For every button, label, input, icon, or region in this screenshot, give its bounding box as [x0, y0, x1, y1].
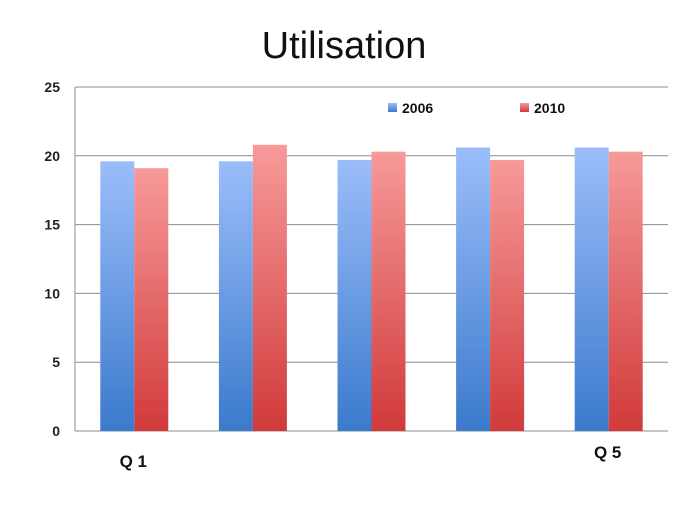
bar-2006-cat5: [574, 147, 609, 431]
bar-2010-cat1: [134, 168, 169, 431]
y-tick-label: 5: [52, 354, 60, 370]
y-tick-label: 25: [44, 79, 60, 95]
y-tick-label: 15: [44, 217, 60, 233]
legend-swatch-2010: [520, 103, 529, 112]
legend: 2006 2010: [388, 100, 565, 116]
y-tick-labels: 0 5 10 15 20 25: [44, 79, 60, 439]
legend-label: 2006: [402, 100, 433, 116]
legend-label: 2010: [534, 100, 565, 116]
chart-title: Utilisation: [262, 25, 427, 67]
bar-2010-cat4: [490, 159, 525, 432]
bar-2006-cat2: [218, 161, 253, 431]
x-category-labels: Q 1 Q 5: [120, 443, 622, 471]
bar-2006-cat4: [456, 147, 491, 431]
y-tick-label: 20: [44, 148, 60, 164]
legend-swatch-2006: [388, 103, 397, 112]
bar-2006-cat1: [100, 161, 135, 431]
y-tick-label: 0: [52, 423, 60, 439]
x-category-label: Q 1: [120, 452, 147, 471]
bars: [100, 144, 643, 432]
bar-2010-cat2: [252, 144, 287, 432]
y-tick-label: 10: [44, 285, 60, 301]
x-category-label: Q 5: [594, 443, 621, 462]
bar-2010-cat5: [608, 151, 643, 431]
bar-2010-cat3: [371, 151, 406, 431]
bar-2006-cat3: [337, 159, 372, 432]
